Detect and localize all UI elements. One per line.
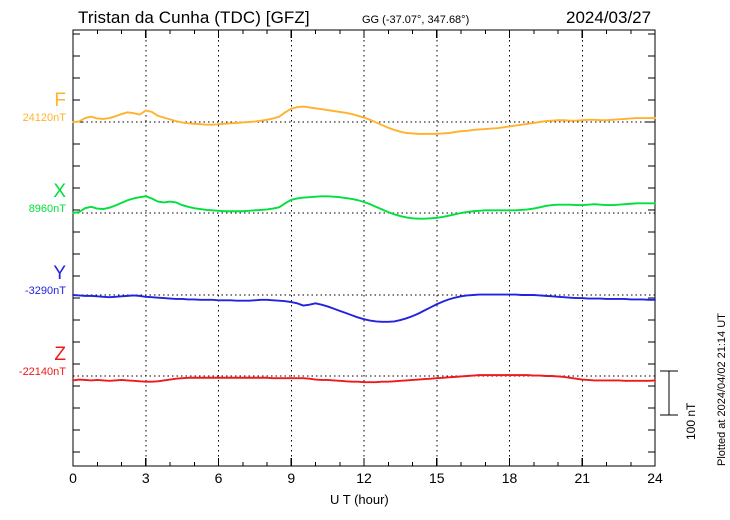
component-baseline-f: 24120nT bbox=[22, 112, 66, 124]
trace-z bbox=[72, 374, 656, 384]
scalebar-label: 100 nT bbox=[684, 402, 698, 440]
geographic-coordinates: GG (-37.07°, 347.68°) bbox=[362, 14, 470, 26]
component-letter-y: Y bbox=[53, 263, 66, 284]
trace-f bbox=[72, 105, 656, 135]
page-title: Tristan da Cunha (TDC) [GFZ] bbox=[78, 8, 310, 27]
plotted-timestamp: Plotted at 2024/04/02 21:14 UT bbox=[716, 313, 728, 466]
x-tick-label: 12 bbox=[356, 470, 372, 486]
x-tick-label: 3 bbox=[141, 470, 150, 486]
x-tick-label: 9 bbox=[287, 470, 296, 486]
x-tick-label: 18 bbox=[501, 470, 518, 486]
component-letter-f: F bbox=[54, 90, 66, 111]
x-tick-label: 24 bbox=[647, 470, 663, 486]
x-tick-label: 15 bbox=[428, 470, 445, 486]
observation-date: 2024/03/27 bbox=[566, 8, 652, 27]
component-baseline-y: -3290nT bbox=[25, 285, 66, 297]
trace-x bbox=[72, 195, 656, 220]
component-baseline-z: -22140nT bbox=[18, 366, 66, 378]
component-letter-z: Z bbox=[54, 344, 66, 365]
x-tick-label: 0 bbox=[69, 470, 77, 486]
component-letter-x: X bbox=[53, 181, 66, 202]
component-baseline-x: 8960nT bbox=[28, 203, 66, 215]
x-tick-label: 21 bbox=[574, 470, 591, 486]
x-tick-label: 6 bbox=[214, 470, 223, 486]
x-axis-title: U T (hour) bbox=[330, 492, 389, 507]
trace-y bbox=[72, 293, 656, 323]
